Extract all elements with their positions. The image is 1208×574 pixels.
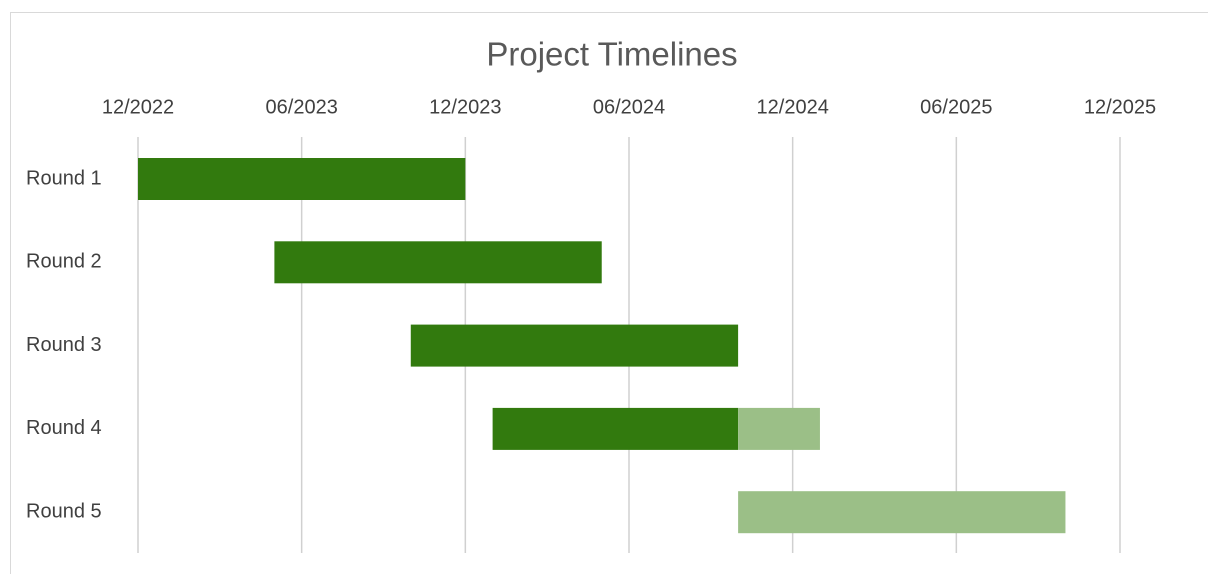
x-tick-label: 12/2023 [429,96,501,118]
x-tick-label: 12/2024 [757,96,829,118]
bar [738,407,820,450]
y-tick-label: Round 3 [26,334,102,356]
x-tick-label: 12/2025 [1084,96,1156,118]
y-tick-label: Round 2 [26,251,102,273]
bar [410,324,739,367]
chart-frame [10,12,1208,574]
bar [138,158,466,200]
x-tick-label: 06/2023 [266,96,338,118]
x-tick-label: 12/2022 [102,96,174,118]
chart-title: Project Timelines [486,36,737,73]
x-tick-label: 06/2025 [920,96,992,118]
bar [274,241,602,284]
y-tick-label: Round 4 [26,417,102,439]
x-tick-label: 06/2024 [593,96,665,118]
y-tick-label: Round 1 [26,167,102,189]
bar [492,407,739,450]
y-tick-label: Round 5 [26,500,102,522]
bar [738,491,1066,534]
